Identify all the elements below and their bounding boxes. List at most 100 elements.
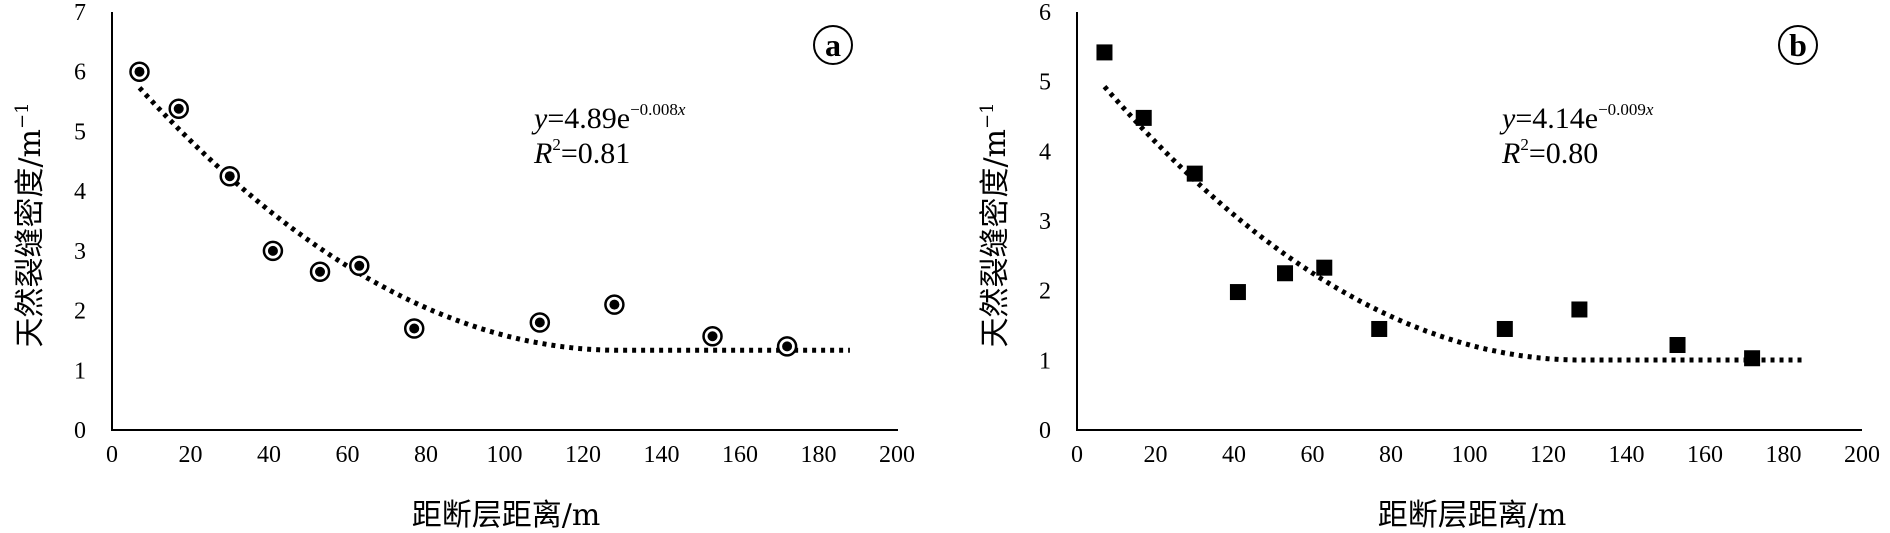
equation-y-var: y: [531, 102, 548, 135]
r-squared-var: R: [533, 137, 552, 170]
chart-panel-a: 0 1 2 3 4 5 6 7 0 20 40 60 80 100 120 140 160 180 200 y=4…: [12, 0, 915, 533]
y-tick-label: 1: [74, 358, 86, 384]
y-tick-label: 6: [74, 60, 86, 86]
x-tick-labels: 0 20 40 60 80 100 120 140 160 180 200: [106, 442, 915, 468]
x-tick-label: 40: [1222, 442, 1246, 468]
x-tick-label: 100: [487, 442, 523, 468]
y-tick-label: 5: [1039, 70, 1051, 96]
x-tick-label: 160: [1687, 442, 1723, 468]
y-axis-title-sup: −1: [12, 102, 33, 129]
x-tick-label: 200: [879, 442, 915, 468]
svg-text:天然裂缝密度/m−1: 天然裂缝密度/m−1: [977, 102, 1013, 347]
panel-label: b: [1789, 27, 1807, 63]
x-tick-label: 180: [1766, 442, 1802, 468]
panel-label-circle: [1778, 25, 1818, 65]
x-tick-label: 60: [1301, 442, 1325, 468]
equation-coefficient: =4.14e: [1515, 102, 1598, 135]
panel-label-circle: [813, 25, 853, 65]
y-axis-title: 天然裂缝密度/m−1: [12, 102, 48, 347]
data-point: [1571, 301, 1588, 318]
equation-coefficient: =4.89e: [547, 102, 630, 135]
data-point: [529, 312, 551, 333]
r-squared-var: R: [1501, 137, 1520, 170]
data-point: [1135, 109, 1152, 126]
data-point: [262, 240, 284, 262]
svg-text:天然裂缝密度/m−1: 天然裂缝密度/m−1: [12, 102, 48, 347]
equation: y=4.89e−0.008x: [531, 100, 686, 135]
data-point: [604, 294, 625, 315]
y-axis-title-text: 天然裂缝密度/m: [13, 129, 48, 348]
y-tick-label: 0: [1039, 418, 1051, 444]
y-tick-label: 0: [74, 418, 86, 444]
data-point: [776, 336, 798, 357]
equation: y=4.14e−0.009x: [1499, 100, 1654, 135]
data-point: [1186, 165, 1203, 182]
data-point: [168, 98, 189, 119]
data-point: [1744, 350, 1761, 367]
x-tick-labels: 0 20 40 60 80 100 120 140 160 180 200: [1071, 442, 1880, 468]
y-tick-labels: 0 1 2 3 4 5 6 7: [74, 0, 86, 444]
data-point: [1316, 259, 1333, 276]
y-tick-label: 3: [74, 239, 86, 265]
x-tick-label: 0: [1071, 442, 1083, 468]
x-axis-title: 距断层距离/m: [1378, 498, 1567, 533]
x-tick-label: 0: [106, 442, 118, 468]
equation-exponent: −0.008: [630, 100, 678, 119]
data-point: [1371, 320, 1388, 337]
y-axis-title-text: 天然裂缝密度/m: [978, 129, 1013, 348]
data-point: [309, 261, 331, 283]
x-axis-title: 距断层距离/m: [412, 498, 601, 533]
x-tick-label: 40: [257, 442, 281, 468]
r-squared-value: =0.81: [561, 137, 630, 170]
x-tick-label: 100: [1452, 442, 1488, 468]
r-squared-sup: 2: [552, 135, 561, 154]
x-tick-label: 120: [565, 442, 601, 468]
x-tick-label: 140: [644, 442, 680, 468]
x-tick-label: 180: [801, 442, 837, 468]
y-tick-label: 2: [1039, 279, 1051, 305]
data-point: [1229, 284, 1246, 301]
chart-panel-b: 0 1 2 3 4 5 6 0 20 40 60 80 100 120 140 160 180 200 y=4.…: [977, 0, 1880, 533]
x-tick-label: 20: [179, 442, 203, 468]
data-point: [1496, 320, 1513, 337]
data-points: [129, 61, 798, 357]
y-tick-label: 2: [74, 299, 86, 325]
x-tick-label: 200: [1844, 442, 1880, 468]
data-point: [129, 61, 150, 82]
r-squared: R2=0.81: [533, 135, 630, 170]
data-point: [403, 318, 425, 339]
data-points: [1096, 44, 1761, 367]
x-tick-label: 140: [1609, 442, 1645, 468]
data-point: [1669, 337, 1686, 354]
r-squared-sup: 2: [1520, 135, 1529, 154]
x-tick-label: 80: [414, 442, 438, 468]
x-tick-label: 20: [1144, 442, 1168, 468]
data-point: [702, 325, 723, 347]
x-tick-label: 160: [722, 442, 758, 468]
y-tick-label: 1: [1039, 348, 1051, 374]
panel-label: a: [825, 27, 841, 63]
y-tick-label: 6: [1039, 0, 1051, 26]
x-tick-label: 120: [1530, 442, 1566, 468]
y-tick-label: 4: [1039, 139, 1051, 165]
equation-exponent-x: x: [677, 100, 686, 119]
trendline: [1102, 84, 1804, 363]
y-tick-labels: 0 1 2 3 4 5 6: [1039, 0, 1051, 444]
equation-y-var: y: [1499, 102, 1516, 135]
r-squared-value: =0.80: [1529, 137, 1598, 170]
equation-exponent: −0.009: [1598, 100, 1646, 119]
x-tick-label: 80: [1379, 442, 1403, 468]
x-tick-label: 60: [336, 442, 360, 468]
y-tick-label: 7: [74, 0, 86, 26]
data-point: [1277, 265, 1294, 282]
data-point: [219, 165, 240, 187]
y-tick-label: 4: [74, 179, 86, 205]
y-tick-label: 5: [74, 119, 86, 145]
data-point: [349, 255, 370, 277]
y-axis-title-sup: −1: [977, 102, 998, 129]
data-point: [1096, 44, 1113, 61]
r-squared: R2=0.80: [1501, 135, 1598, 170]
trendline: [137, 86, 850, 353]
y-axis-title: 天然裂缝密度/m−1: [977, 102, 1013, 347]
